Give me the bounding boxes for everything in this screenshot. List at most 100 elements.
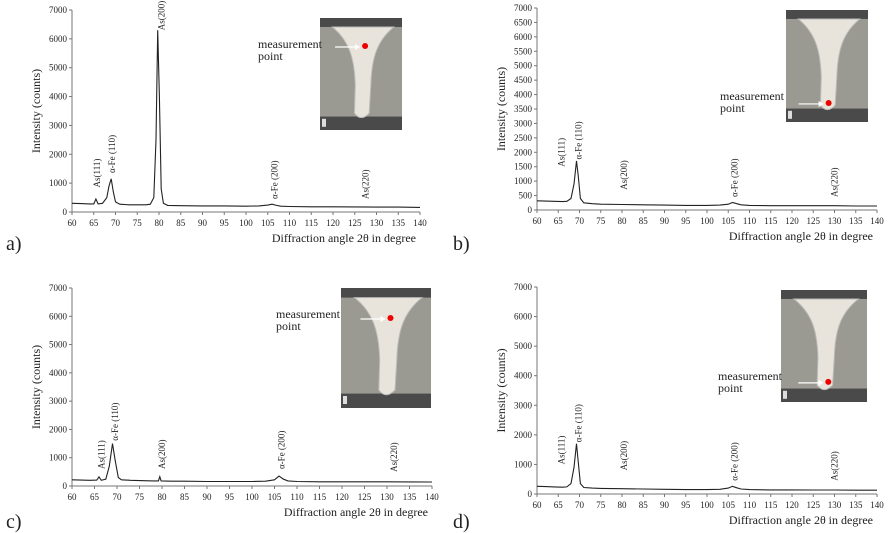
x-tick-label: 120 — [785, 216, 799, 226]
inset-label: point — [718, 381, 743, 395]
arrow-head — [818, 379, 824, 386]
y-tick-label: 5500 — [514, 46, 533, 56]
measurement-dot — [825, 378, 832, 385]
x-tick-label: 75 — [135, 492, 145, 502]
peak-annotation: α-Fe (200) — [269, 161, 279, 199]
y-tick-label: 4000 — [49, 92, 68, 102]
weld-shape — [796, 18, 862, 111]
chart-panel: 0 1000 2000 3000 4000 5000 6000 7000 60 65 70 75 80 8… — [6, 1, 427, 255]
inset-label: point — [276, 319, 301, 333]
x-tick-label: 95 — [681, 500, 691, 510]
x-tick-label: 90 — [660, 500, 670, 510]
arrow-head — [380, 316, 386, 322]
x-tick-label: 110 — [743, 500, 757, 510]
x-tick-label: 130 — [380, 492, 394, 502]
scale-marker — [322, 118, 326, 127]
x-tick-label: 105 — [722, 216, 736, 226]
y-tick-label: 5000 — [49, 340, 68, 350]
peak-annotation: α-Fe (200) — [276, 431, 286, 469]
x-tick-label: 130 — [828, 500, 842, 510]
panel-label: c) — [6, 511, 22, 533]
x-tick-label: 140 — [870, 216, 884, 226]
peak-annotation: As(200) — [157, 1, 167, 31]
chart-panel: 0 1000 2000 3000 4000 5000 6000 7000 60 65 70 75 80 8… — [6, 283, 439, 533]
inset-top-band — [786, 10, 868, 19]
x-tick-label: 60 — [533, 216, 543, 226]
x-tick-label: 85 — [180, 492, 190, 502]
x-tick-label: 130 — [828, 216, 842, 226]
peak-annotation: As(220) — [361, 170, 371, 200]
peak-annotation: As(220) — [830, 168, 840, 198]
x-tick-label: 135 — [849, 500, 863, 510]
weld-shape — [792, 298, 860, 391]
y-tick-label: 2000 — [49, 424, 68, 434]
inset-bottom-band — [786, 108, 868, 122]
x-axis-label: Diffraction angle 2θ in degree — [272, 231, 416, 245]
peak-annotation: α-Fe (200) — [730, 159, 740, 197]
x-tick-label: 100 — [700, 216, 714, 226]
y-tick-label: 0 — [528, 205, 533, 215]
x-tick-label: 120 — [785, 500, 799, 510]
x-tick-label: 65 — [89, 218, 99, 228]
x-tick-label: 90 — [660, 216, 670, 226]
y-tick-label: 7000 — [514, 282, 533, 292]
y-tick-label: 2000 — [514, 147, 533, 157]
peak-annotation: α-Fe (110) — [574, 121, 584, 159]
peak-annotation: As(220) — [389, 442, 399, 472]
y-axis-label: Intensity (counts) — [29, 69, 43, 153]
inset-image — [786, 10, 868, 122]
x-tick-label: 65 — [554, 500, 564, 510]
peak-annotation: As(111) — [557, 138, 567, 167]
inset-image — [320, 18, 402, 130]
inset-bottom-band — [341, 393, 431, 408]
inset-top-band — [341, 288, 431, 298]
y-tick-label: 3000 — [49, 396, 68, 406]
inset-label: measurement — [258, 37, 323, 51]
x-tick-label: 125 — [807, 216, 821, 226]
x-tick-label: 85 — [639, 500, 649, 510]
y-tick-label: 5000 — [514, 341, 533, 351]
y-tick-label: 6000 — [49, 311, 68, 321]
y-tick-label: 500 — [519, 191, 533, 201]
peak-annotation: α-Fe (110) — [574, 404, 584, 442]
x-tick-label: 60 — [533, 500, 543, 510]
x-tick-label: 75 — [596, 216, 606, 226]
inset-label: measurement — [718, 369, 783, 383]
y-tick-label: 6000 — [514, 32, 533, 42]
x-tick-label: 75 — [133, 218, 143, 228]
y-tick-label: 3500 — [514, 104, 533, 114]
x-tick-label: 105 — [261, 218, 275, 228]
inset-label: point — [720, 101, 745, 115]
x-tick-label: 125 — [348, 218, 362, 228]
panel-label: b) — [453, 233, 470, 255]
x-tick-label: 95 — [681, 216, 691, 226]
y-axis-label: Intensity (counts) — [494, 67, 508, 151]
x-tick-label: 95 — [220, 218, 230, 228]
x-tick-label: 80 — [158, 492, 168, 502]
x-tick-label: 115 — [764, 500, 778, 510]
arrow-head — [355, 44, 361, 50]
x-tick-label: 125 — [358, 492, 372, 502]
x-tick-label: 70 — [113, 492, 123, 502]
x-tick-label: 85 — [176, 218, 186, 228]
x-tick-label: 140 — [413, 218, 427, 228]
inset-label: measurement — [720, 89, 785, 103]
y-tick-label: 4500 — [514, 75, 533, 85]
y-tick-label: 1000 — [514, 459, 533, 469]
y-tick-label: 3000 — [514, 400, 533, 410]
x-tick-label: 135 — [403, 492, 417, 502]
x-tick-label: 140 — [870, 500, 884, 510]
x-tick-label: 115 — [764, 216, 778, 226]
scale-marker — [783, 390, 787, 399]
x-tick-label: 65 — [90, 492, 100, 502]
inset-bottom-band — [781, 388, 867, 402]
x-tick-label: 125 — [807, 500, 821, 510]
x-tick-label: 110 — [290, 492, 304, 502]
x-tick-label: 110 — [743, 216, 757, 226]
y-tick-label: 2500 — [514, 133, 533, 143]
y-tick-label: 2000 — [49, 149, 68, 159]
x-tick-label: 65 — [554, 216, 564, 226]
y-tick-label: 1000 — [49, 453, 68, 463]
y-tick-label: 7000 — [49, 5, 68, 15]
